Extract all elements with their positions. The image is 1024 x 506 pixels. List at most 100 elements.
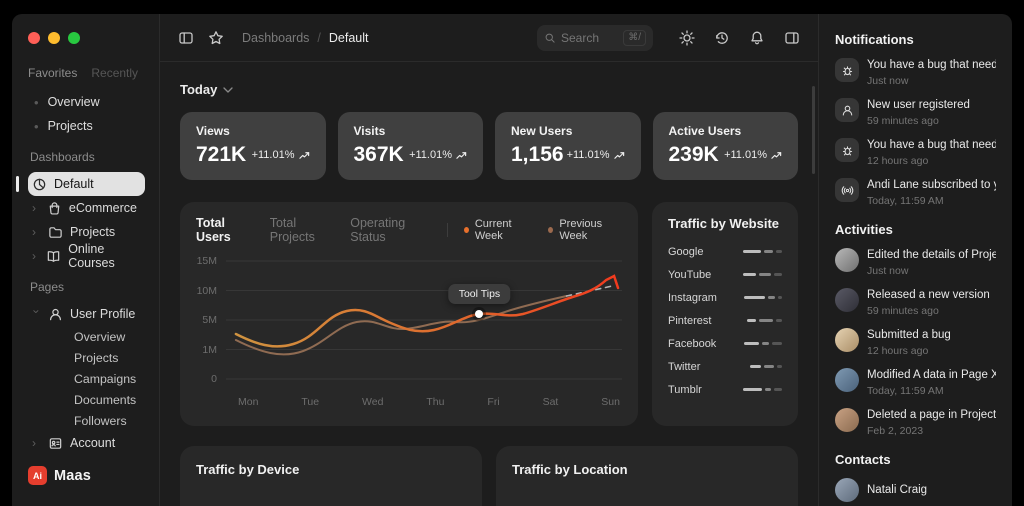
activity-item[interactable]: Modified A data in Page X Today, 11:59 A… — [835, 368, 996, 397]
notification-item[interactable]: You have a bug that needs t... Just now — [835, 58, 996, 87]
sidebar-item-online-courses[interactable]: › Online Courses — [28, 242, 145, 270]
bug-icon — [835, 58, 859, 82]
sidebar-item-label: Account — [70, 436, 116, 450]
tab-favorites[interactable]: Favorites — [28, 66, 78, 80]
notification-item[interactable]: New user registered 59 minutes ago — [835, 98, 996, 127]
notification-item[interactable]: You have a bug that needs t... 12 hours … — [835, 138, 996, 167]
logo-icon: Ai — [28, 466, 47, 485]
current-week-line — [236, 276, 618, 346]
activity-item[interactable]: Deleted a page in Project X Feb 2, 2023 — [835, 408, 996, 437]
zoom-window-button[interactable] — [68, 32, 80, 44]
legend-dot — [463, 227, 469, 233]
notification-item[interactable]: Andi Lane subscribed to you Today, 11:59… — [835, 178, 996, 207]
section-title-dashboards: Dashboards — [30, 150, 95, 164]
sidebar-subitem-campaigns[interactable]: Campaigns — [28, 368, 145, 389]
tab-total-users[interactable]: Total Users — [196, 216, 231, 244]
theme-toggle-sun-icon[interactable] — [677, 28, 697, 48]
divider — [446, 223, 448, 237]
contact-name: Natali Craig — [867, 484, 928, 496]
book-icon — [46, 249, 61, 264]
site-row-google[interactable]: Google — [668, 240, 782, 263]
line-chart-plot[interactable]: Tool Tips — [226, 256, 622, 384]
card-title: Traffic by Location — [512, 462, 628, 477]
tab-operating-status[interactable]: Operating Status — [350, 216, 406, 244]
chart-marker-dot — [475, 309, 484, 318]
minimize-window-button[interactable] — [48, 32, 60, 44]
trend-up-icon — [456, 151, 467, 159]
avatar — [835, 408, 859, 432]
x-axis-labels: Mon Tue Wed Thu Fri Sat Sun — [238, 396, 620, 408]
activity-item[interactable]: Released a new version 59 minutes ago — [835, 288, 996, 317]
line-chart-svg — [226, 260, 622, 380]
sidebar-subitem-label: Followers — [74, 413, 127, 428]
main-area: Dashboards / Default ⌘/ — [160, 14, 818, 506]
bullet-icon: • — [34, 118, 39, 134]
legend-previous-week: Previous Week — [548, 218, 622, 242]
contact-item[interactable]: Natali Craig — [835, 478, 996, 502]
breadcrumb-section[interactable]: Dashboards — [242, 30, 310, 45]
activity-text: Submitted a bug — [867, 329, 951, 341]
stat-delta: +11.01% — [567, 149, 625, 161]
site-row-tumblr[interactable]: Tumblr — [668, 378, 782, 401]
left-sidebar: Favorites Recently • Overview • Projects… — [12, 14, 160, 506]
avatar — [835, 248, 859, 272]
sidebar-subitem-overview[interactable]: Overview — [28, 326, 145, 347]
toggle-left-sidebar-button[interactable] — [176, 28, 196, 48]
search-box[interactable]: ⌘/ — [537, 24, 653, 51]
favorite-item-overview[interactable]: • Overview — [28, 90, 145, 114]
activity-time: 12 hours ago — [867, 345, 929, 357]
sidebar-subitem-label: Projects — [74, 350, 119, 365]
sidebar-item-label: Projects — [70, 225, 116, 239]
stat-value: 1,156 — [511, 143, 564, 166]
close-window-button[interactable] — [28, 32, 40, 44]
logo-text: Maas — [54, 467, 92, 484]
chevron-right-icon: › — [32, 225, 36, 239]
trend-up-icon — [298, 151, 309, 159]
activity-item[interactable]: Submitted a bug 12 hours ago — [835, 328, 996, 357]
sidebar-item-ecommerce[interactable]: › eCommerce — [28, 196, 145, 220]
period-selector[interactable]: Today — [180, 82, 798, 97]
site-row-facebook[interactable]: Facebook — [668, 332, 782, 355]
stat-card-visits[interactable]: Visits 367K +11.01% — [337, 112, 483, 180]
sidebar-subitem-documents[interactable]: Documents — [28, 389, 145, 410]
sidebar-item-account[interactable]: › Account — [28, 431, 145, 455]
star-icon[interactable] — [206, 28, 226, 48]
notification-time: 59 minutes ago — [867, 115, 939, 127]
mini-bar-chart — [744, 342, 782, 345]
sidebar-item-label: eCommerce — [68, 201, 137, 215]
sidebar-item-default[interactable]: Default — [16, 172, 145, 196]
notifications-bell-icon[interactable] — [747, 28, 767, 48]
sidebar-item-projects[interactable]: › Projects — [28, 220, 145, 244]
stat-card-new-users[interactable]: New Users 1,156 +11.01% — [495, 112, 641, 180]
activity-item[interactable]: Edited the details of Project X Just now — [835, 248, 996, 277]
sidebar-item-label: Default — [54, 177, 94, 191]
site-row-youtube[interactable]: YouTube — [668, 263, 782, 286]
sidebar-item-user-profile[interactable]: › User Profile — [28, 302, 145, 326]
scrollbar-thumb[interactable] — [812, 86, 815, 174]
toggle-right-sidebar-button[interactable] — [782, 28, 802, 48]
site-row-instagram[interactable]: Instagram — [668, 286, 782, 309]
history-icon[interactable] — [712, 28, 732, 48]
site-row-twitter[interactable]: Twitter — [668, 355, 782, 378]
search-input[interactable] — [561, 30, 619, 45]
site-row-pinterest[interactable]: Pinterest — [668, 309, 782, 332]
sidebar-subitem-followers[interactable]: Followers — [28, 410, 145, 431]
dashboard-content: Today Views 721K +11.01% Visits — [160, 62, 818, 506]
stat-label: Views — [196, 124, 230, 138]
favorite-item-projects[interactable]: • Projects — [28, 114, 145, 138]
sidebar-subitem-projects[interactable]: Projects — [28, 347, 145, 368]
stat-card-views[interactable]: Views 721K +11.01% — [180, 112, 326, 180]
legend-dot — [548, 227, 554, 233]
id-badge-icon — [48, 436, 63, 451]
window-controls — [28, 32, 145, 44]
notification-time: Today, 11:59 AM — [867, 195, 944, 207]
right-panel: Notifications You have a bug that needs … — [818, 14, 1012, 506]
app-logo[interactable]: Ai Maas — [28, 466, 91, 485]
stat-cards: Views 721K +11.01% Visits 367K +1 — [180, 112, 798, 180]
traffic-by-device-card: Traffic by Device — [180, 446, 482, 506]
activity-text: Edited the details of Project X — [867, 249, 996, 261]
notification-time: Just now — [867, 75, 909, 87]
tab-recently[interactable]: Recently — [91, 66, 139, 80]
stat-card-active-users[interactable]: Active Users 239K +11.01% — [652, 112, 798, 180]
tab-total-projects[interactable]: Total Projects — [269, 216, 315, 244]
